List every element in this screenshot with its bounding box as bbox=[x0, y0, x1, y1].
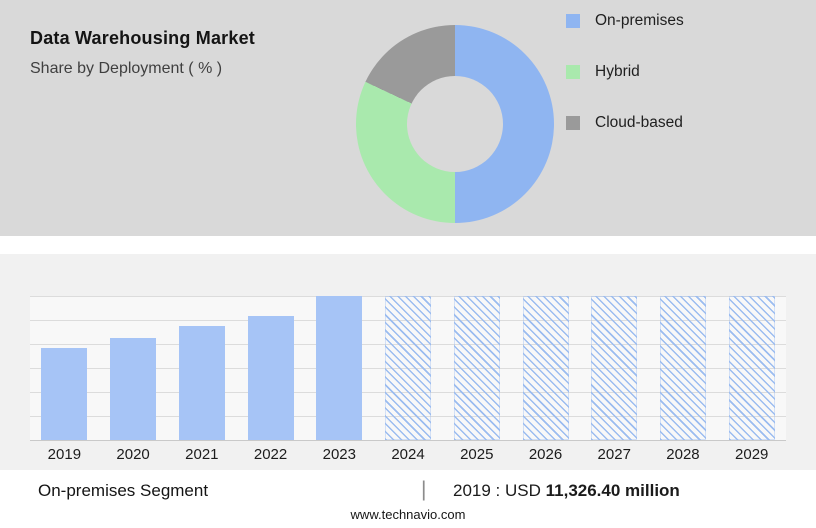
bar-slot bbox=[511, 296, 580, 440]
bar-2021 bbox=[178, 326, 225, 440]
legend-label: Hybrid bbox=[595, 63, 640, 80]
page-title: Data Warehousing Market bbox=[30, 28, 255, 48]
x-axis-label: 2021 bbox=[185, 446, 219, 463]
website-text: www.technavio.com bbox=[350, 507, 466, 522]
bar-2028 bbox=[659, 296, 706, 440]
bar-slot bbox=[374, 296, 443, 440]
x-axis-label: 2027 bbox=[597, 446, 631, 463]
x-axis-label: 2024 bbox=[391, 446, 425, 463]
legend: On-premises Hybrid Cloud-based bbox=[566, 12, 684, 132]
footer-segment-label: On-premises Segment bbox=[38, 481, 209, 500]
bar-2023 bbox=[316, 296, 363, 440]
x-axis-label: 2025 bbox=[460, 446, 494, 463]
bar-slot bbox=[236, 296, 305, 440]
legend-item: Cloud-based bbox=[566, 114, 684, 132]
bar-2027 bbox=[591, 296, 638, 440]
bar-2019 bbox=[41, 347, 88, 440]
bar-chart-plot bbox=[30, 296, 786, 441]
header-panel: Data Warehousing Market Share by Deploym… bbox=[0, 0, 816, 236]
legend-item: Hybrid bbox=[566, 63, 684, 81]
legend-item: On-premises bbox=[566, 12, 684, 30]
x-axis-label: 2029 bbox=[735, 446, 769, 463]
legend-label: Cloud-based bbox=[595, 114, 683, 131]
bars bbox=[30, 296, 786, 440]
x-axis-label: 2023 bbox=[322, 446, 356, 463]
footer-value: 11,326.40 million bbox=[545, 481, 680, 500]
x-axis-label: 2028 bbox=[666, 446, 700, 463]
footer-value-group: 2019 : USD 11,326.40 million bbox=[453, 481, 680, 501]
legend-swatch-icon bbox=[566, 14, 580, 28]
bar-slot bbox=[305, 296, 374, 440]
bar-2020 bbox=[110, 337, 157, 440]
bar-2025 bbox=[453, 296, 500, 440]
bar-slot bbox=[580, 296, 649, 440]
footer-row: On-premises Segment | 2019 : USD 11,326.… bbox=[0, 478, 816, 506]
bar-slot bbox=[649, 296, 718, 440]
x-axis-label: 2026 bbox=[528, 446, 563, 463]
bar-2029 bbox=[728, 296, 775, 440]
legend-swatch-icon bbox=[566, 116, 580, 130]
legend-swatch-icon bbox=[566, 65, 580, 79]
donut-chart bbox=[356, 25, 554, 223]
bar-2026 bbox=[522, 296, 569, 440]
bar-slot bbox=[442, 296, 511, 440]
x-axis-label: 2019 bbox=[47, 446, 82, 463]
bar-2024 bbox=[385, 296, 432, 440]
bar-slot bbox=[717, 296, 786, 440]
bar-2022 bbox=[247, 316, 294, 440]
page-subtitle: Share by Deployment ( % ) bbox=[30, 60, 223, 77]
donut-hole bbox=[407, 76, 503, 172]
bar-chart-section: 2019 2020 2021 2022 2023 2024 2025 2026 2027 2028… bbox=[0, 254, 816, 470]
legend-label: On-premises bbox=[595, 12, 684, 29]
footer-divider: | bbox=[421, 478, 427, 501]
bar-slot bbox=[167, 296, 236, 440]
title-block: Data Warehousing Market Share by Deploym… bbox=[30, 28, 255, 78]
x-axis-label: 2022 bbox=[253, 446, 288, 463]
footer-year-label: 2019 : USD bbox=[453, 481, 541, 500]
bar-slot bbox=[30, 296, 99, 440]
x-axis-label: 2020 bbox=[116, 446, 150, 463]
bar-slot bbox=[99, 296, 168, 440]
x-axis-labels: 2019 2020 2021 2022 2023 2024 2025 2026 2027 2028… bbox=[30, 446, 786, 463]
